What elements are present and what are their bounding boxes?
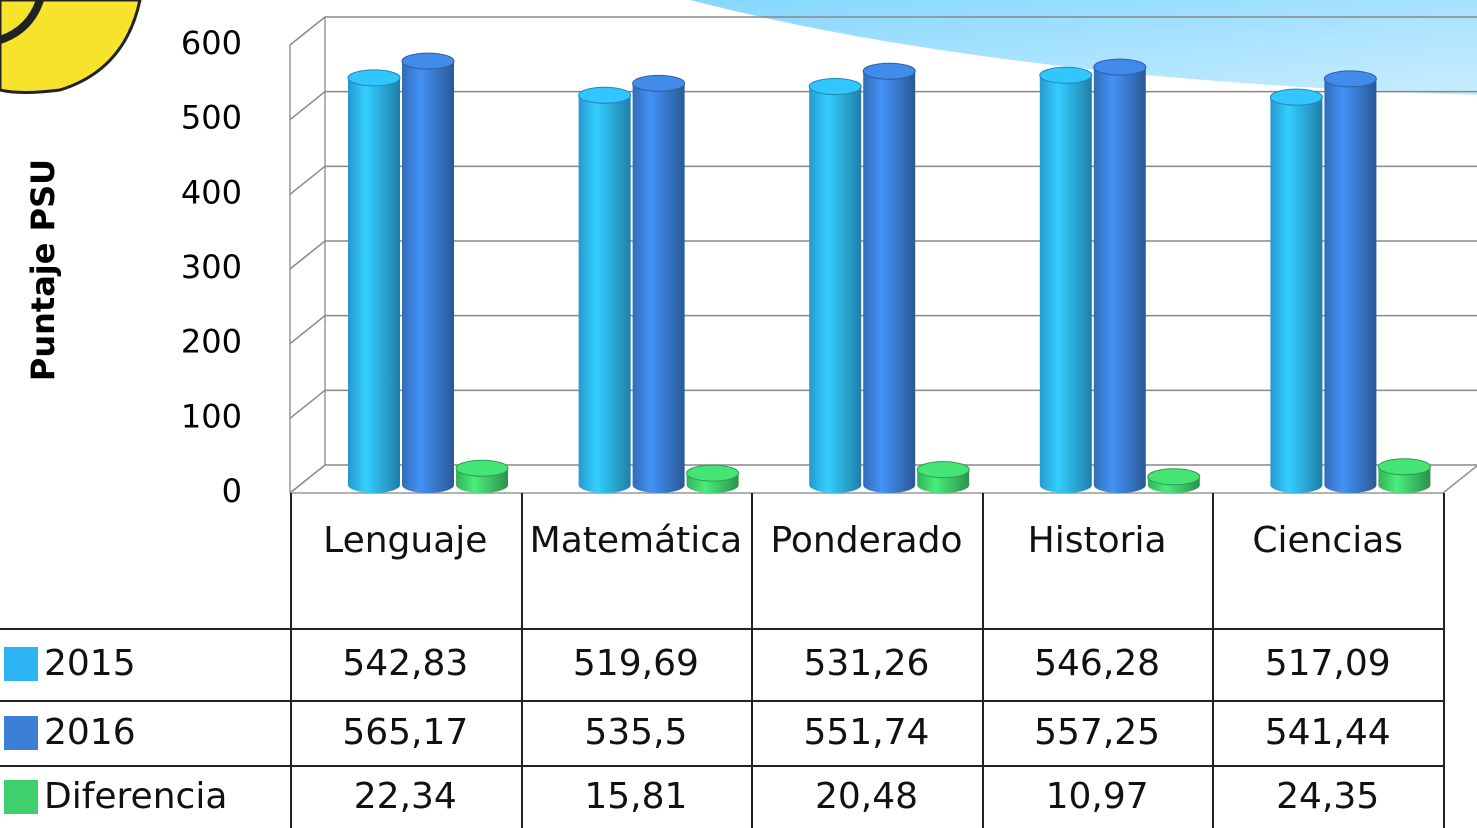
y-axis-label: Puntaje PSU xyxy=(24,159,62,381)
table-line xyxy=(1212,493,1215,828)
table-value: 542,83 xyxy=(342,643,469,684)
grid-line xyxy=(289,16,1477,46)
grid-line xyxy=(289,165,1477,195)
bar-cap xyxy=(632,74,686,92)
table-line xyxy=(290,493,292,828)
y-tick-label: 200 xyxy=(181,323,242,361)
category-label: Ciencias xyxy=(1252,520,1404,561)
grid-line xyxy=(289,90,1477,121)
bar xyxy=(1039,75,1092,493)
category-label: Matemática xyxy=(529,520,743,561)
decor-smiley xyxy=(0,0,142,94)
table-value: 15,81 xyxy=(584,775,688,817)
legend-label: 2015 xyxy=(44,643,136,684)
legend-label: Diferencia xyxy=(44,775,228,817)
table-value: 535,5 xyxy=(584,711,688,753)
legend-label: 2016 xyxy=(44,711,136,753)
decor-swoosh xyxy=(690,0,1477,95)
bar-cap xyxy=(1093,58,1147,76)
y-tick-label: 600 xyxy=(181,24,242,62)
bar xyxy=(863,71,916,493)
table-value: 531,26 xyxy=(803,643,930,684)
bar-cap xyxy=(1039,66,1093,84)
table-value: 565,17 xyxy=(342,711,469,753)
y-tick-label: 400 xyxy=(181,173,242,211)
bar xyxy=(1270,97,1323,494)
grid-line xyxy=(289,464,1477,494)
bar-cap xyxy=(808,78,862,96)
table-value: 557,25 xyxy=(1034,711,1161,753)
table-line xyxy=(751,493,754,828)
table-line xyxy=(520,493,523,828)
bar xyxy=(1378,466,1431,493)
table-value: 10,97 xyxy=(1045,775,1149,817)
table-value: 20,48 xyxy=(814,775,919,817)
grid-line xyxy=(289,389,1477,419)
y-tick-label: 300 xyxy=(181,248,242,286)
bar xyxy=(456,468,508,493)
legend-swatch xyxy=(4,647,38,681)
y-tick-label: 0 xyxy=(222,472,242,510)
bar xyxy=(1093,67,1146,493)
y-tick-label: 100 xyxy=(181,397,242,435)
bar-cap xyxy=(455,459,509,477)
legend-entry: Diferencia xyxy=(0,765,290,828)
bar-cap xyxy=(1377,458,1431,476)
category-label: Lenguaje xyxy=(323,520,488,561)
decor-smiley-mouth xyxy=(0,0,44,44)
table-line xyxy=(981,493,984,828)
table-value: 551,74 xyxy=(803,711,930,753)
grid-line xyxy=(289,314,1477,345)
bar xyxy=(686,473,739,493)
legend-entry: 2015 xyxy=(0,628,290,700)
bar-cap xyxy=(347,69,401,87)
table-value: 541,44 xyxy=(1264,711,1391,753)
bar-cap xyxy=(578,86,632,104)
table-value: 519,69 xyxy=(572,643,699,684)
legend-entry: 2016 xyxy=(0,700,290,765)
table-line xyxy=(1443,493,1445,828)
table-value: 517,09 xyxy=(1264,643,1391,684)
bar xyxy=(578,95,631,494)
bar-cap xyxy=(862,62,916,80)
bar xyxy=(917,469,970,493)
table-value: 22,34 xyxy=(353,775,457,817)
category-label: Historia xyxy=(1027,520,1167,561)
category-label: Ponderado xyxy=(770,520,963,561)
bar xyxy=(348,77,400,493)
bar xyxy=(1324,78,1377,494)
bar-cap xyxy=(1147,468,1201,486)
bar xyxy=(632,83,685,493)
grid-line xyxy=(289,240,1477,270)
table-line xyxy=(0,628,1445,630)
bar-cap xyxy=(686,464,740,482)
table-line xyxy=(0,765,1445,767)
bar xyxy=(402,61,454,493)
bar xyxy=(809,86,862,493)
legend-swatch xyxy=(4,779,38,814)
table-value: 24,35 xyxy=(1276,775,1380,817)
y-tick-label: 500 xyxy=(181,99,242,137)
bar-cap xyxy=(1323,70,1377,88)
table-line xyxy=(0,700,1445,702)
table-value: 546,28 xyxy=(1034,643,1161,684)
bar-cap xyxy=(1269,88,1323,106)
legend-swatch xyxy=(4,715,38,750)
bar-cap xyxy=(401,52,455,70)
bar-cap xyxy=(916,461,970,479)
